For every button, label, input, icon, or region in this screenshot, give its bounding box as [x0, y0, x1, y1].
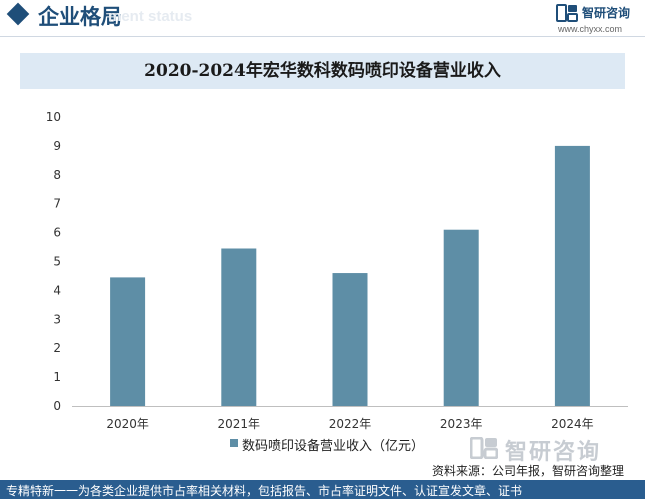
brand-url: www.chyxx.com	[558, 24, 623, 34]
x-tick-label: 2023年	[440, 417, 483, 431]
brand-logo-icon	[556, 4, 578, 22]
bar	[332, 273, 368, 406]
y-tick-label: 1	[53, 370, 61, 384]
y-tick-label: 7	[53, 197, 61, 211]
chart-title: 2020-2024年宏华数科数码喷印设备营业收入	[144, 61, 501, 81]
chart-title-band: 2020-2024年宏华数科数码喷印设备营业收入	[20, 53, 625, 89]
bar-chart: 0 1 2 3 4 5 6 7 8 9 10 2020年 2021年 2022年 2023年 2024年	[46, 110, 628, 431]
y-tick-label: 6	[53, 226, 61, 240]
y-tick-label: 2	[53, 341, 61, 355]
legend-label: 数码喷印设备营业收入（亿元）	[242, 439, 425, 454]
x-tick-label: 2022年	[329, 417, 372, 431]
x-tick-label: 2021年	[218, 417, 261, 431]
section-title: 企业格局	[38, 4, 122, 29]
y-tick-label: 9	[53, 139, 61, 153]
legend-swatch	[230, 439, 238, 447]
x-tick-label: 2020年	[106, 417, 149, 431]
watermark-text: 智研咨询	[505, 440, 602, 465]
watermark-logo-icon	[470, 437, 498, 459]
brand-name: 智研咨询	[582, 6, 631, 20]
section-subtitle: ment status	[108, 8, 193, 25]
y-tick-label: 8	[53, 168, 61, 182]
brand-block: 智研咨询 www.chyxx.com	[556, 3, 642, 34]
section-header: 企业格局 ment status 智研咨询 www.chyxx.com	[0, 0, 645, 36]
y-tick-label: 4	[53, 283, 61, 297]
bar	[110, 277, 146, 406]
footer-text: 专精特新一一为各类企业提供市占率相关材料，包括报告、市占率证明文件、认证宣发文章…	[6, 484, 523, 498]
y-tick-label: 10	[46, 110, 61, 124]
x-tick-label: 2024年	[551, 417, 594, 431]
y-tick-label: 3	[53, 312, 61, 326]
y-tick-label: 0	[53, 399, 61, 413]
header-divider	[0, 36, 645, 37]
footer-bar: 专精特新一一为各类企业提供市占率相关材料，包括报告、市占率证明文件、认证宣发文章…	[0, 480, 645, 499]
bar	[221, 248, 257, 406]
y-tick-label: 5	[53, 255, 61, 269]
bar	[554, 145, 590, 406]
source-note: 资料来源：公司年报，智研咨询整理	[432, 464, 625, 478]
bar	[443, 229, 479, 406]
